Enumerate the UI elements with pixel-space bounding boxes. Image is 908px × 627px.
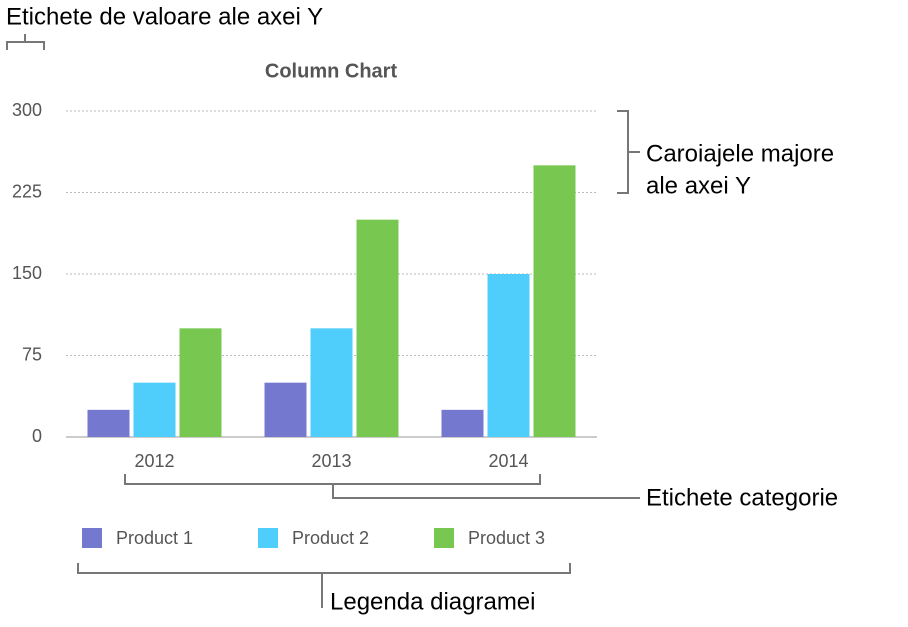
- x-tick-label: 2014: [488, 451, 528, 471]
- bar: [487, 274, 530, 437]
- legend-label: Product 3: [468, 528, 545, 548]
- legend-label: Product 1: [116, 528, 193, 548]
- bracket: [6, 34, 45, 50]
- legend-swatch: [258, 528, 278, 548]
- legend-label: Product 2: [292, 528, 369, 548]
- y-tick-label: 75: [22, 344, 42, 364]
- x-tick-label: 2013: [311, 451, 351, 471]
- bracket: [77, 563, 571, 608]
- y-tick-label: 225: [12, 181, 42, 201]
- bracket: [124, 474, 640, 499]
- y-tick-label: 150: [12, 263, 42, 283]
- bar: [356, 219, 399, 437]
- bar: [264, 382, 307, 437]
- annotation: Etichete de valoare ale axei Y: [6, 3, 323, 30]
- bar: [441, 409, 484, 437]
- bar: [310, 328, 353, 437]
- legend-swatch: [434, 528, 454, 548]
- bar: [87, 409, 130, 437]
- annotation: ale axei Y: [646, 172, 751, 199]
- bar: [133, 382, 176, 437]
- y-tick-label: 300: [12, 100, 42, 120]
- annotation: Etichete categorie: [646, 484, 838, 511]
- annotation: Caroiajele majore: [646, 140, 834, 167]
- bracket: [617, 110, 640, 194]
- annotation: Legenda diagramei: [330, 588, 536, 615]
- x-tick-label: 2012: [134, 451, 174, 471]
- y-tick-label: 0: [32, 426, 42, 446]
- bar: [533, 165, 576, 438]
- bar: [179, 328, 222, 437]
- chart-title: Column Chart: [265, 60, 398, 82]
- legend-swatch: [82, 528, 102, 548]
